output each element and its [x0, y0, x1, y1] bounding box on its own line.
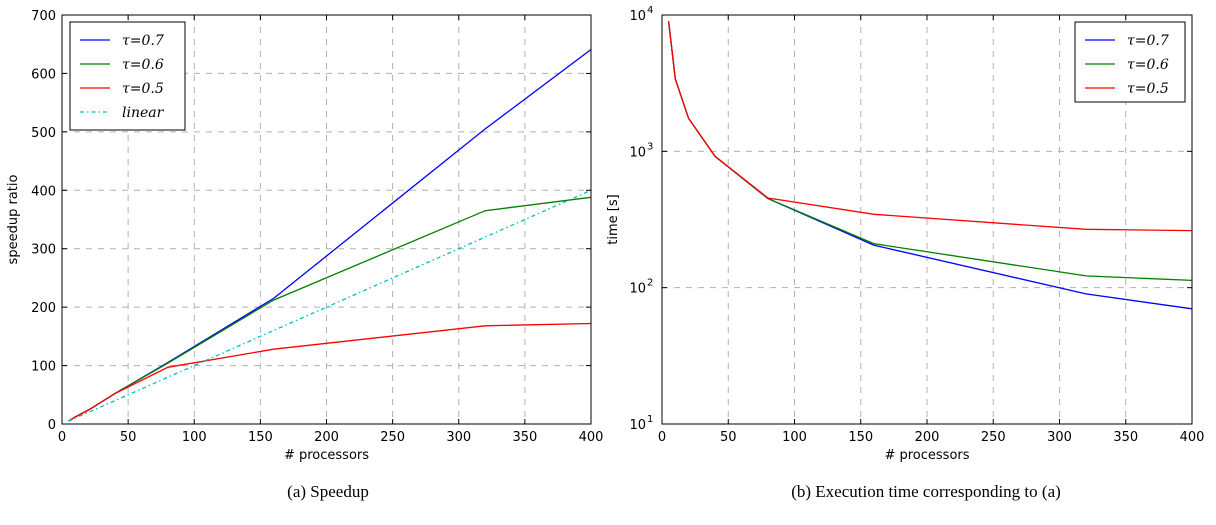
x-tick-label: 150	[248, 430, 273, 445]
y-tick-label: 700	[31, 9, 56, 24]
legend: τ=0.7 τ=0.6 τ=0.5 linear	[69, 21, 186, 131]
y-tick-label: 400	[31, 184, 56, 199]
legend-label: τ=0.5	[122, 81, 164, 97]
y-tick-exponent: 3	[647, 141, 653, 152]
y-tick-label: 10	[629, 9, 646, 24]
x-tick-label: 0	[658, 430, 666, 445]
x-tick-label: 350	[1113, 430, 1138, 445]
legend-label: τ=0.7	[1127, 33, 1169, 49]
grid	[662, 15, 1192, 424]
y-tick-label: 500	[31, 126, 56, 141]
x-tick-label: 200	[314, 430, 339, 445]
series-group	[667, 21, 1193, 310]
x-axis: 0 50 100 150 200 250 300 350 400	[658, 15, 1205, 445]
y-tick-exponent: 4	[647, 5, 653, 16]
x-tick-label: 100	[182, 430, 207, 445]
y-tick-label: 10	[629, 418, 646, 433]
y-axis: 0 100 200 300 400 500 600 700	[31, 9, 591, 433]
y-axis-label: time [s]	[606, 194, 621, 244]
x-tick-label: 350	[512, 430, 537, 445]
legend-label: τ=0.6	[122, 57, 164, 73]
x-tick-label: 300	[1047, 430, 1072, 445]
x-tick-label: 250	[380, 430, 405, 445]
y-axis-label: speedup ratio	[6, 175, 21, 265]
x-tick-label: 400	[1180, 430, 1205, 445]
series-line	[667, 21, 1193, 232]
legend-label: τ=0.6	[1127, 57, 1169, 73]
caption-speedup: (a) Speedup	[287, 482, 369, 501]
y-tick-label: 600	[31, 67, 56, 82]
x-tick-label: 400	[579, 430, 604, 445]
x-axis-label: # processors	[284, 448, 369, 463]
x-tick-label: 0	[58, 430, 66, 445]
x-tick-label: 250	[981, 430, 1006, 445]
y-tick-exponent: 2	[647, 278, 653, 289]
x-axis-label: # processors	[884, 448, 969, 463]
legend-label: τ=0.7	[122, 33, 164, 49]
y-tick-label: 10	[629, 282, 646, 297]
legend-label: τ=0.5	[1127, 81, 1169, 97]
grid	[62, 15, 591, 424]
x-axis: 0 50 100 150 200 250 300 350 400	[58, 15, 604, 445]
series-group	[68, 48, 592, 422]
x-tick-label: 300	[446, 430, 471, 445]
legend: τ=0.7 τ=0.6 τ=0.5	[1074, 21, 1186, 103]
series-line	[68, 196, 592, 422]
x-tick-label: 150	[848, 430, 873, 445]
legend-label: linear	[122, 105, 165, 121]
x-tick-label: 100	[782, 430, 807, 445]
series-line	[68, 322, 592, 422]
y-tick-label: 0	[48, 418, 56, 433]
y-tick-label: 10	[629, 145, 646, 160]
y-tick-label: 200	[31, 301, 56, 316]
x-tick-label: 200	[915, 430, 940, 445]
x-tick-label: 50	[120, 430, 137, 445]
y-tick-exponent: 1	[647, 414, 653, 425]
legend-box	[1074, 21, 1186, 103]
x-tick-label: 50	[720, 430, 737, 445]
series-line	[68, 189, 592, 422]
chart-speedup: 0 50 100 150 200 250 300 350 400 # processors 0 100…	[6, 9, 603, 463]
y-tick-label: 300	[31, 243, 56, 258]
caption-execution-time: (b) Execution time corresponding to (a)	[791, 482, 1061, 501]
y-tick-label: 100	[31, 360, 56, 375]
